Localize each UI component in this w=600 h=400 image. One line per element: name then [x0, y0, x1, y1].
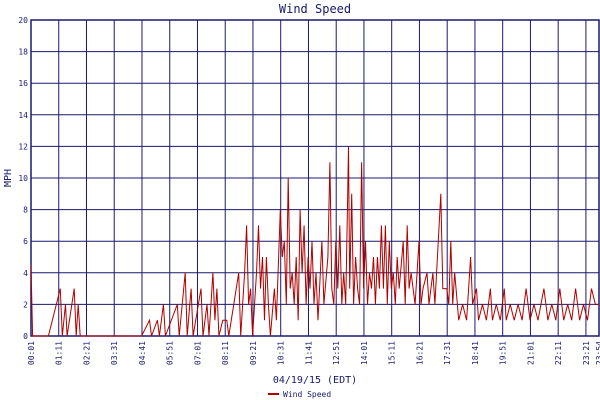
y-tick-label: 2 [23, 300, 28, 309]
x-tick-label: 01:11 [55, 341, 64, 365]
x-tick-label: 18:41 [471, 341, 480, 365]
data-series [30, 146, 599, 337]
x-tick-label: 00:01 [27, 341, 36, 365]
chart-title: Wind Speed [279, 2, 351, 16]
x-tick-label: 02:21 [82, 341, 91, 365]
x-tick-label: 04:41 [138, 341, 147, 365]
series-line-wind-speed [30, 146, 599, 337]
x-tick-label: 05:51 [166, 341, 175, 365]
y-tick-label: 10 [18, 174, 28, 183]
y-tick-label: 6 [23, 237, 28, 246]
x-tick-label: 15:11 [388, 341, 397, 365]
x-tick-label: 03:31 [110, 341, 119, 365]
x-tick-label: 22:11 [554, 341, 563, 365]
x-axis-label: 04/19/15 (EDT) [273, 375, 357, 386]
legend-label: Wind Speed [283, 390, 331, 399]
x-tick-label: 09:21 [249, 341, 258, 365]
x-tick-label: 23:21 [582, 341, 591, 365]
x-tick-label: 21:01 [526, 341, 535, 365]
y-axis-label: MPH [3, 169, 14, 187]
x-tick-label: 10:31 [277, 341, 286, 365]
x-tick-label: 17:31 [443, 341, 452, 365]
x-tick-label: 08:11 [221, 341, 230, 365]
x-tick-label: 12:51 [332, 341, 341, 365]
y-tick-label: 18 [18, 48, 28, 57]
y-tick-labels: 0 2 4 6 8 10 12 14 16 18 20 [18, 16, 28, 341]
x-tick-label: 16:21 [415, 341, 424, 365]
plot-area-border [30, 19, 600, 337]
x-tick-label: 07:01 [193, 341, 202, 365]
y-tick-label: 8 [23, 206, 28, 215]
y-tick-label: 12 [18, 142, 28, 151]
legend: Wind Speed [268, 390, 331, 399]
y-tick-label: 4 [23, 269, 28, 278]
x-tick-label: 23:54 [595, 341, 600, 365]
y-tick-label: 0 [23, 332, 28, 341]
y-tick-label: 20 [18, 16, 28, 25]
x-tick-labels: 00:01 01:11 02:21 03:31 04:41 05:51 07:01 08:11… [27, 341, 600, 365]
x-tick-label: 11:41 [304, 341, 313, 365]
y-tick-label: 14 [18, 111, 28, 120]
y-tick-label: 16 [18, 79, 28, 88]
x-tick-label: 19:51 [499, 341, 508, 365]
x-tick-label: 14:01 [360, 341, 369, 365]
